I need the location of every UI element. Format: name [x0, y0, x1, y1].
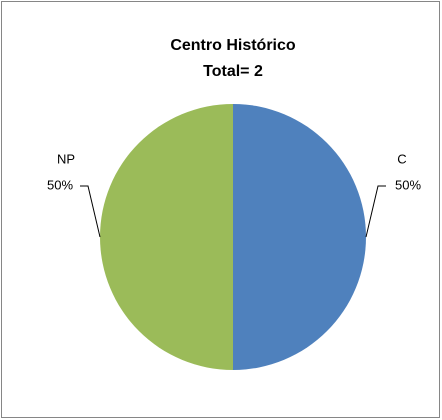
leader-line [365, 185, 386, 238]
slice-category-label: NP [57, 151, 75, 166]
slice-value-label: 50% [47, 177, 73, 192]
pie-slice [100, 104, 233, 370]
chart-subtitle: Total= 2 [203, 63, 263, 80]
pie-slice [233, 104, 366, 370]
slice-value-label: 50% [395, 177, 421, 192]
chart-title: Centro Histórico [170, 37, 296, 54]
slice-category-label: C [397, 151, 406, 166]
leader-line [80, 185, 101, 238]
